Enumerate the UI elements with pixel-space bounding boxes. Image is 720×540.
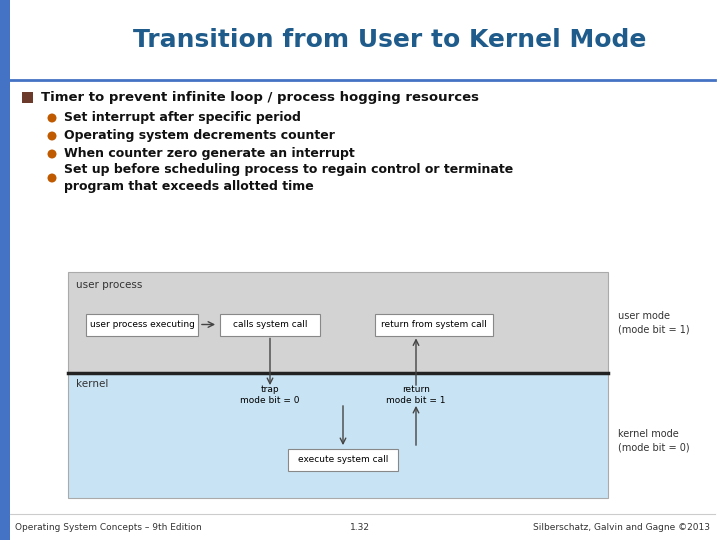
FancyBboxPatch shape	[375, 314, 493, 335]
Bar	[68, 373, 608, 498]
Text: Set interrupt after specific period: Set interrupt after specific period	[64, 111, 301, 125]
Circle shape	[48, 173, 56, 183]
Text: When counter zero generate an interrupt: When counter zero generate an interrupt	[64, 147, 355, 160]
Text: user process executing: user process executing	[89, 320, 194, 329]
Text: Operating System Concepts – 9th Edition: Operating System Concepts – 9th Edition	[15, 523, 202, 531]
Bar	[0, 0, 10, 540]
Text: user process: user process	[76, 280, 143, 290]
Text: trap
mode bit = 0: trap mode bit = 0	[240, 385, 300, 405]
Circle shape	[48, 132, 56, 140]
FancyBboxPatch shape	[86, 314, 198, 335]
Text: Operating system decrements counter: Operating system decrements counter	[64, 130, 335, 143]
Circle shape	[48, 113, 56, 123]
FancyBboxPatch shape	[220, 314, 320, 335]
Text: Transition from User to Kernel Mode: Transition from User to Kernel Mode	[133, 28, 647, 52]
Text: return from system call: return from system call	[381, 320, 487, 329]
Bar	[10, 5, 720, 80]
Text: 1.32: 1.32	[350, 523, 370, 531]
Text: return
mode bit = 1: return mode bit = 1	[386, 385, 446, 405]
Bar	[22, 92, 33, 103]
Text: calls system call: calls system call	[233, 320, 307, 329]
Circle shape	[48, 150, 56, 159]
Text: Timer to prevent infinite loop / process hogging resources: Timer to prevent infinite loop / process…	[41, 91, 479, 104]
Text: Silberschatz, Galvin and Gagne ©2013: Silberschatz, Galvin and Gagne ©2013	[533, 523, 710, 531]
Text: execute system call: execute system call	[298, 456, 388, 464]
Text: kernel mode
(mode bit = 0): kernel mode (mode bit = 0)	[618, 429, 690, 452]
Text: user mode
(mode bit = 1): user mode (mode bit = 1)	[618, 311, 690, 334]
FancyBboxPatch shape	[288, 449, 398, 471]
Bar	[68, 272, 608, 373]
Text: Set up before scheduling process to regain control or terminate
program that exc: Set up before scheduling process to rega…	[64, 163, 513, 193]
Text: kernel: kernel	[76, 379, 109, 389]
